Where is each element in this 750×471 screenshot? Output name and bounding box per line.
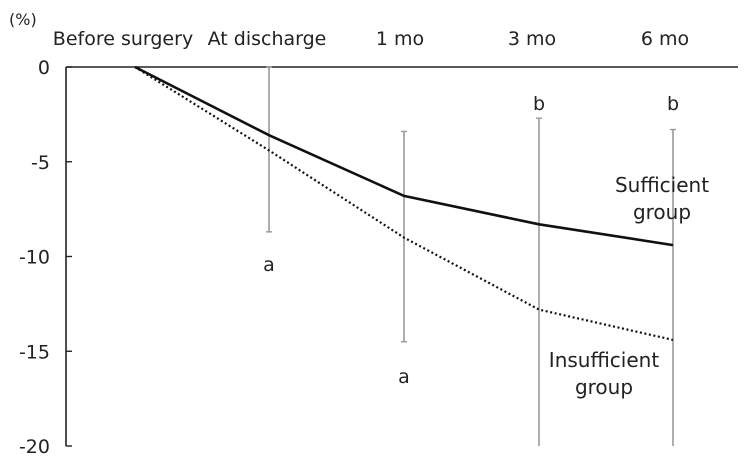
y-unit-label: (%) bbox=[9, 10, 37, 29]
significance-marker: a bbox=[398, 366, 410, 388]
x-category-label: Before surgery bbox=[53, 28, 193, 50]
sufficient-series-label: Sufficient bbox=[615, 173, 709, 197]
error-bars bbox=[266, 66, 676, 446]
series-labels: Sufficient group Insufficient group bbox=[549, 173, 709, 399]
insufficient-series-label: group bbox=[575, 375, 633, 399]
sufficient-series-label: group bbox=[633, 200, 691, 224]
insufficient-series-label: Insufficient bbox=[549, 348, 660, 372]
annotations: a a b b bbox=[263, 93, 679, 388]
x-category-label: At discharge bbox=[208, 28, 327, 50]
series-lines bbox=[134, 65, 674, 341]
y-tick-label: -15 bbox=[19, 341, 50, 363]
x-category-label: 3 mo bbox=[508, 28, 556, 50]
x-category-label: 6 mo bbox=[641, 28, 689, 50]
insufficient-series-line bbox=[134, 66, 674, 341]
y-tick-label: -20 bbox=[19, 436, 50, 458]
sufficient-series-line bbox=[134, 65, 674, 247]
significance-marker: a bbox=[263, 254, 275, 276]
y-ticks: 0 -5 -10 -15 -20 bbox=[19, 57, 72, 458]
y-tick-label: -10 bbox=[19, 247, 50, 269]
x-categories: Before surgery At discharge 1 mo 3 mo 6 mo bbox=[53, 28, 689, 50]
significance-marker: b bbox=[533, 93, 545, 115]
y-tick-label: 0 bbox=[38, 57, 50, 79]
x-category-label: 1 mo bbox=[376, 28, 424, 50]
significance-marker: b bbox=[667, 93, 679, 115]
plot-area bbox=[65, 66, 738, 446]
y-tick-label: -5 bbox=[31, 152, 50, 174]
